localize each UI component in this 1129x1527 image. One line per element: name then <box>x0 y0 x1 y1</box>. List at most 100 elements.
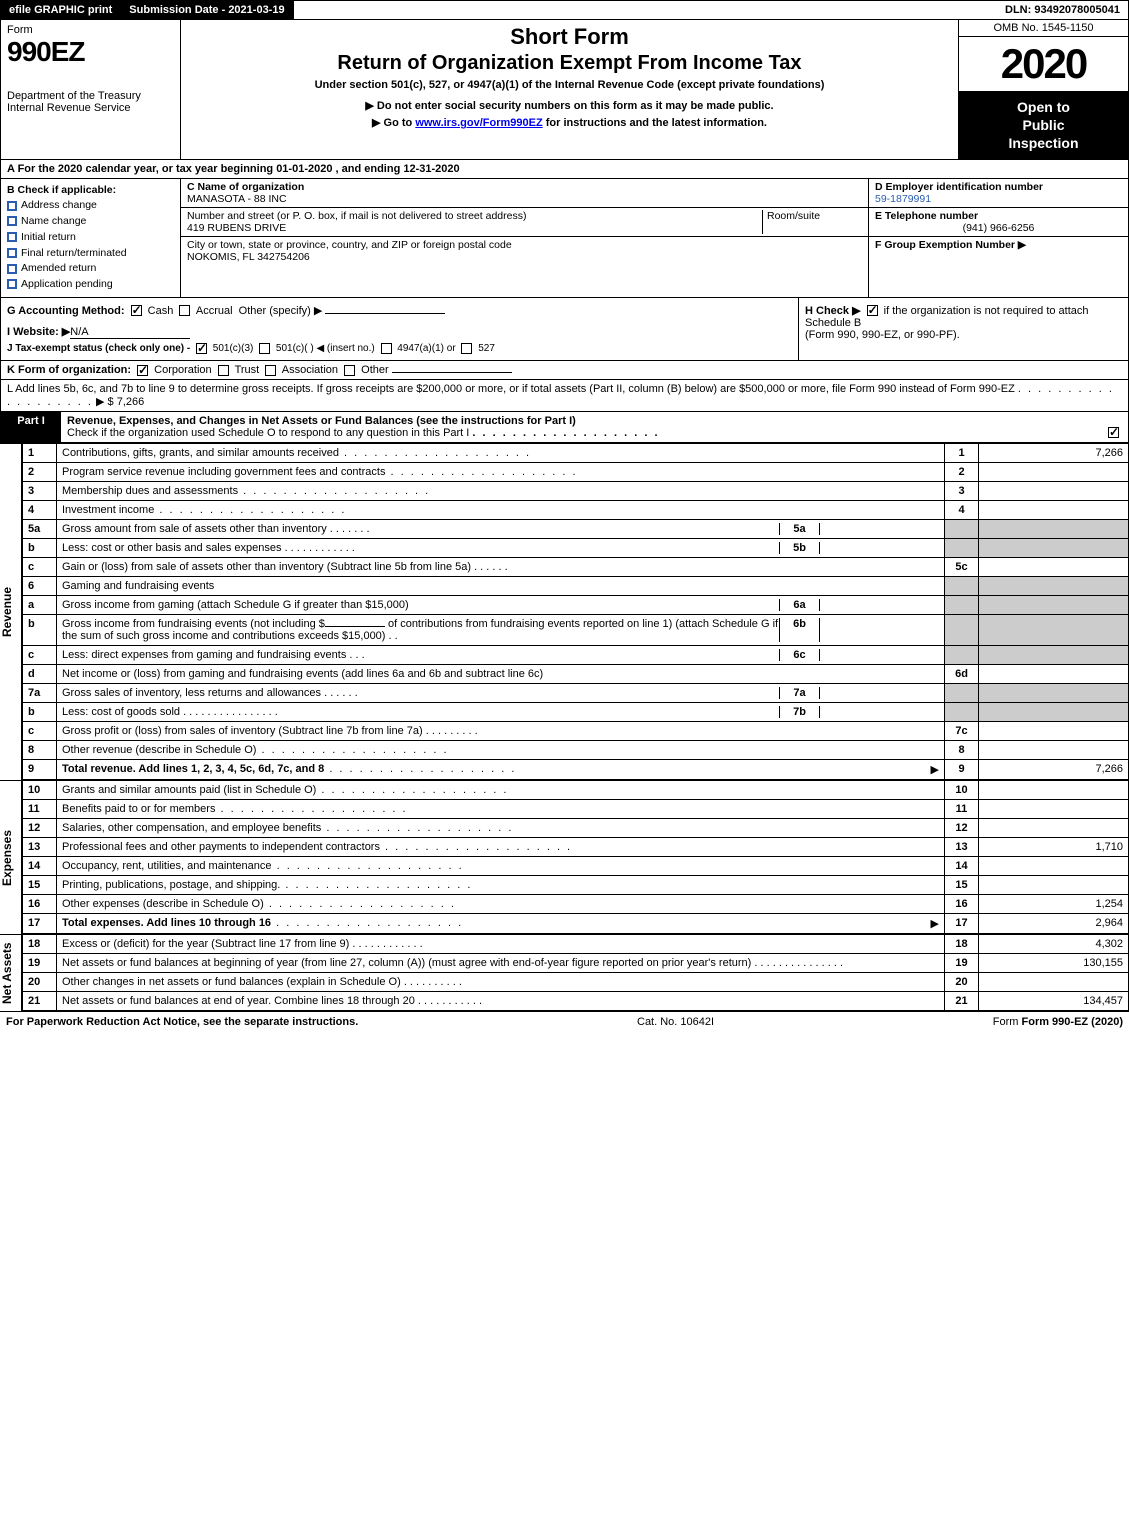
b-opt-final: Final return/terminated <box>7 246 174 262</box>
checkbox-icon[interactable] <box>7 201 17 211</box>
line-num: 8 <box>23 740 57 759</box>
checkbox-h[interactable] <box>867 305 878 316</box>
j-501c: 501(c)( ) ◀ (insert no.) <box>276 343 375 354</box>
checkbox-501c[interactable] <box>259 343 270 354</box>
k-trust: Trust <box>235 364 260 376</box>
checkbox-501c3[interactable] <box>196 343 207 354</box>
col-b-checkboxes: B Check if applicable: Address change Na… <box>1 179 181 297</box>
checkbox-icon[interactable] <box>7 216 17 226</box>
checkbox-cash[interactable] <box>131 305 142 316</box>
goto-pre: ▶ Go to <box>372 117 415 129</box>
checkbox-other[interactable] <box>344 365 355 376</box>
shade-cell <box>945 614 979 645</box>
line-num: 19 <box>23 953 57 972</box>
netassets-section: Net Assets 18Excess or (deficit) for the… <box>0 934 1129 1011</box>
dots-icon <box>385 466 577 478</box>
checkbox-icon[interactable] <box>7 248 17 258</box>
tax-year: 2020 <box>959 37 1128 92</box>
sub-amt <box>819 542 939 554</box>
irs-link[interactable]: www.irs.gov/Form990EZ <box>415 117 542 129</box>
line-num: 11 <box>23 799 57 818</box>
checkbox-corp[interactable] <box>137 365 148 376</box>
k-other-input[interactable] <box>392 372 512 373</box>
checkbox-icon[interactable] <box>7 279 17 289</box>
checkbox-assoc[interactable] <box>265 365 276 376</box>
line-desc: Gaming and fundraising events <box>57 576 945 595</box>
checkbox-schedule-o[interactable] <box>1108 427 1119 438</box>
shade-cell <box>979 595 1129 614</box>
header-left: Form 990EZ Department of the Treasury In… <box>1 20 181 159</box>
line-7c: cGross profit or (loss) from sales of in… <box>23 721 1129 740</box>
checkbox-icon[interactable] <box>7 232 17 242</box>
checkbox-4947[interactable] <box>381 343 392 354</box>
sub-num: 6b <box>779 618 819 642</box>
line-num: 4 <box>23 500 57 519</box>
line-num: 1 <box>23 443 57 462</box>
line-desc: Excess or (deficit) for the year (Subtra… <box>62 938 349 950</box>
shade-cell <box>945 645 979 664</box>
checkbox-icon[interactable] <box>7 264 17 274</box>
header-center: Short Form Return of Organization Exempt… <box>181 20 958 159</box>
line-6a: aGross income from gaming (attach Schedu… <box>23 595 1129 614</box>
contrib-input[interactable] <box>325 626 385 627</box>
c-name-label: C Name of organization <box>187 181 304 193</box>
line-num: b <box>23 614 57 645</box>
line-desc: Less: direct expenses from gaming and fu… <box>62 649 346 661</box>
shade-cell <box>945 683 979 702</box>
sub-num: 7a <box>779 687 819 699</box>
sub-amt <box>819 599 939 611</box>
g-other-input[interactable] <box>325 313 445 314</box>
line-num: 14 <box>23 856 57 875</box>
line-desc: Gross sales of inventory, less returns a… <box>62 687 321 699</box>
line-amt <box>979 972 1129 991</box>
line-amt <box>979 856 1129 875</box>
line-desc: Other changes in net assets or fund bala… <box>62 976 401 988</box>
line-4: 4Investment income4 <box>23 500 1129 519</box>
line-7b: bLess: cost of goods sold . . . . . . . … <box>23 702 1129 721</box>
line-desc: Gross income from gaming (attach Schedul… <box>62 599 409 611</box>
line-21: 21Net assets or fund balances at end of … <box>23 991 1129 1010</box>
line-15: 15Printing, publications, postage, and s… <box>23 875 1129 894</box>
line-box: 20 <box>945 972 979 991</box>
checkbox-accrual[interactable] <box>179 305 190 316</box>
i-label: I Website: ▶ <box>7 326 70 338</box>
l-arrow: ▶ $ <box>96 396 114 408</box>
row-k: K Form of organization: Corporation Trus… <box>0 361 1129 380</box>
d-ein-label: D Employer identification number <box>875 181 1043 193</box>
sub-amt <box>819 649 939 661</box>
line-box: 17 <box>945 913 979 933</box>
line-desc: Other revenue (describe in Schedule O) <box>62 744 256 756</box>
b-opt-amended: Amended return <box>7 261 174 277</box>
line-7a: 7a Gross sales of inventory, less returns… <box>23 683 1129 702</box>
line-num: 3 <box>23 481 57 500</box>
checkbox-trust[interactable] <box>218 365 229 376</box>
form-number: 990EZ <box>7 36 174 68</box>
page-footer: For Paperwork Reduction Act Notice, see … <box>0 1011 1129 1032</box>
line-num: d <box>23 664 57 683</box>
submission-date: Submission Date - 2021-03-19 <box>121 1 293 19</box>
line-amt <box>979 740 1129 759</box>
b-opt-name: Name change <box>7 214 174 230</box>
line-num: c <box>23 557 57 576</box>
line-desc: Less: cost or other basis and sales expe… <box>62 542 282 554</box>
shade-cell <box>945 519 979 538</box>
shade-cell <box>979 683 1129 702</box>
row-l: L Add lines 5b, 6c, and 7b to line 9 to … <box>0 380 1129 412</box>
line-5c: cGain or (loss) from sale of assets othe… <box>23 557 1129 576</box>
line-num: c <box>23 645 57 664</box>
line-desc: Occupancy, rent, utilities, and maintena… <box>62 860 272 872</box>
line-num: 13 <box>23 837 57 856</box>
efile-label[interactable]: efile GRAPHIC print <box>1 1 121 19</box>
footer-left: For Paperwork Reduction Act Notice, see … <box>6 1016 358 1028</box>
shade-cell <box>979 702 1129 721</box>
revenue-table: 1Contributions, gifts, grants, and simil… <box>22 443 1129 780</box>
open-line3: Inspection <box>1008 135 1078 151</box>
checkbox-527[interactable] <box>461 343 472 354</box>
line-box: 16 <box>945 894 979 913</box>
block-bcdef: B Check if applicable: Address change Na… <box>0 179 1129 298</box>
line-num: 5a <box>23 519 57 538</box>
b-opt-name-label: Name change <box>21 215 86 227</box>
line-box: 12 <box>945 818 979 837</box>
line-desc1: Gross income from fundraising events (no… <box>62 618 325 630</box>
expenses-table: 10Grants and similar amounts paid (list … <box>22 780 1129 934</box>
